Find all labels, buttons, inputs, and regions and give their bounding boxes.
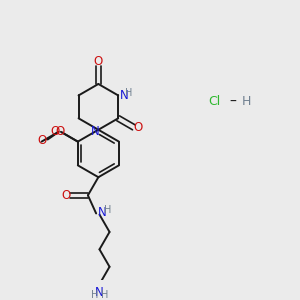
Text: O: O (94, 55, 103, 68)
Text: O: O (55, 125, 64, 138)
Text: H: H (104, 205, 111, 214)
Text: O: O (50, 125, 59, 138)
Text: H: H (242, 95, 251, 108)
Text: Cl: Cl (208, 95, 220, 108)
Text: H: H (101, 290, 108, 300)
Text: –: – (229, 95, 236, 109)
Text: N: N (120, 89, 128, 102)
Text: O: O (61, 189, 70, 202)
Text: O: O (134, 121, 143, 134)
Text: N: N (91, 125, 100, 139)
Text: H: H (91, 290, 98, 300)
Text: N: N (95, 286, 104, 299)
Text: O: O (37, 134, 46, 147)
Text: H: H (125, 88, 133, 98)
Text: N: N (98, 206, 107, 219)
